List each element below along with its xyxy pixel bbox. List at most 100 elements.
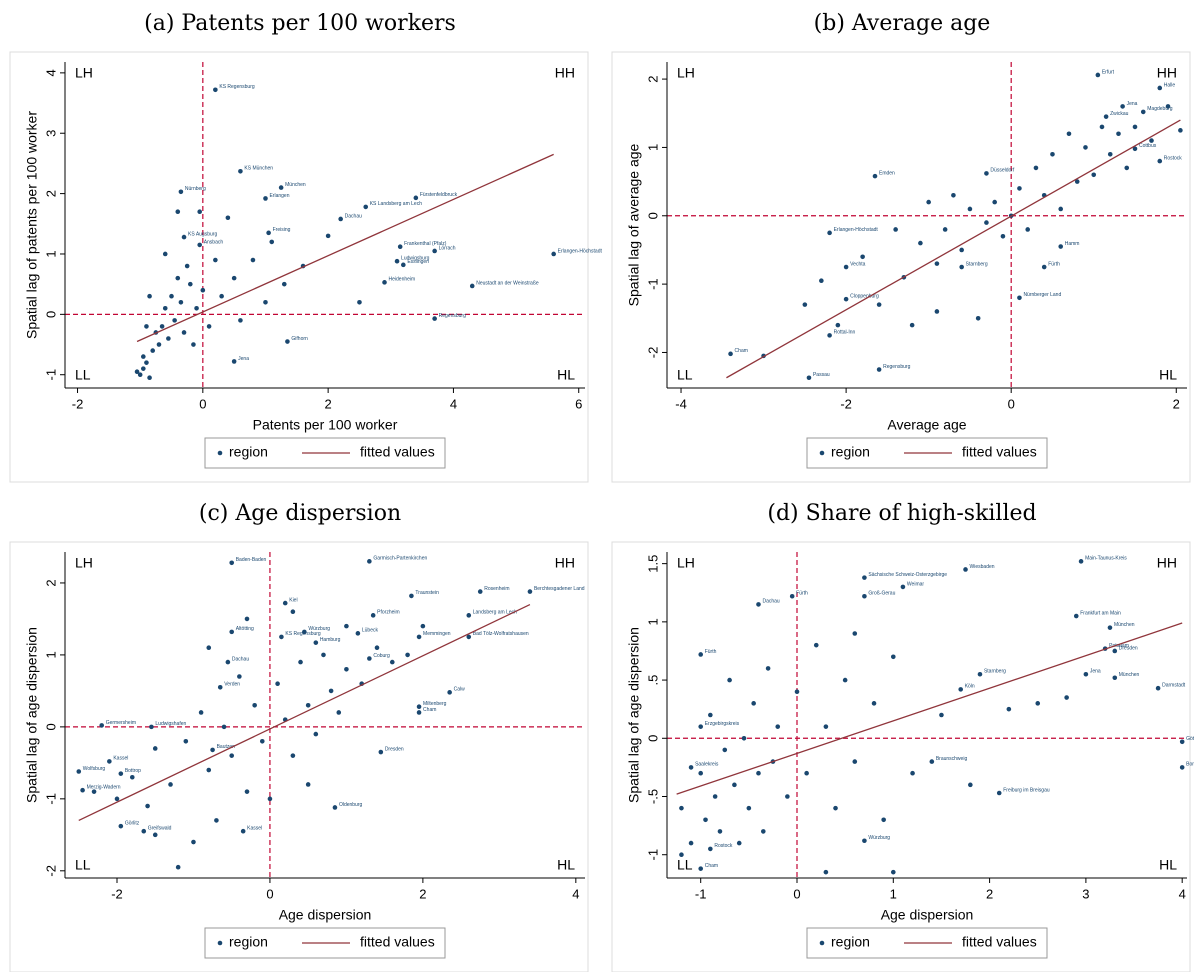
legend-label: region	[229, 934, 268, 950]
region-point	[267, 796, 273, 802]
x-tick-label: 2	[986, 886, 993, 901]
point-label: Vechta	[850, 261, 866, 267]
y-tick-label: 0	[645, 735, 660, 742]
quadrant-label: LH	[75, 555, 93, 571]
region-point	[183, 738, 189, 744]
y-tick-label: 2	[43, 190, 58, 197]
region-point	[169, 293, 174, 299]
region-point	[118, 771, 124, 776]
region-point	[1095, 72, 1101, 78]
region-point	[145, 803, 150, 809]
region-point	[890, 654, 896, 660]
region-point	[1006, 706, 1012, 712]
panel-frame	[611, 51, 1191, 483]
point-label: Regensburg	[439, 313, 466, 319]
point-label: Dachau	[345, 213, 362, 219]
x-tick-label: -2	[840, 396, 852, 411]
region-point	[900, 584, 906, 590]
x-tick-label: 2	[325, 396, 332, 411]
region-point	[332, 805, 338, 810]
region-point	[144, 324, 149, 329]
quadrant-label: HH	[1157, 65, 1177, 81]
region-point	[237, 674, 242, 679]
region-point	[302, 629, 307, 635]
quadrant-label: HL	[557, 857, 575, 873]
legend-label: fitted values	[962, 934, 1037, 950]
region-point	[114, 796, 120, 802]
region-point	[890, 869, 896, 875]
region-point	[1178, 128, 1183, 133]
panel-frame	[9, 51, 589, 483]
legend-marker	[819, 940, 825, 946]
region-point	[852, 631, 858, 636]
region-point	[389, 659, 395, 665]
region-point	[206, 645, 212, 651]
legend-box	[806, 927, 1048, 959]
region-point	[1149, 138, 1154, 143]
region-point	[1132, 146, 1138, 152]
quadrant-label: LH	[75, 65, 93, 81]
region-point	[728, 351, 733, 357]
region-point	[338, 216, 343, 222]
region-point	[1157, 85, 1163, 91]
region-point	[1025, 227, 1030, 232]
fitted-line	[78, 603, 531, 822]
region-point	[1017, 295, 1022, 301]
point-label: Kassel	[113, 756, 128, 762]
region-point	[860, 254, 865, 260]
region-point	[732, 782, 737, 788]
region-point	[416, 634, 422, 640]
region-point	[679, 805, 684, 811]
point-label: Fürth	[705, 649, 717, 655]
point-label: Wiesbaden	[970, 564, 995, 570]
fitted-line	[726, 119, 1181, 379]
region-point	[244, 616, 250, 622]
region-point	[405, 652, 410, 658]
region-point	[298, 659, 303, 665]
panel-title: (a) Patents per 100 workers	[144, 11, 456, 36]
x-tick-label: 6	[575, 396, 582, 411]
quadrant-label: LL	[75, 857, 91, 873]
point-label: Ansbach	[204, 239, 224, 245]
region-point	[823, 724, 829, 729]
region-point	[823, 869, 829, 875]
y-tick-label: 0	[645, 212, 660, 219]
region-point	[259, 738, 265, 744]
x-tick-label: -2	[111, 886, 123, 901]
y-tick-label: 0	[43, 311, 58, 318]
point-label: Nürnberg	[185, 186, 206, 192]
region-point	[1107, 625, 1113, 630]
region-point	[785, 794, 790, 799]
point-label: Cham	[423, 707, 436, 713]
region-point	[213, 257, 218, 263]
region-point	[756, 770, 761, 776]
region-point	[813, 642, 819, 648]
region-point	[741, 735, 747, 741]
point-label: Jena	[1090, 669, 1101, 675]
region-point	[240, 828, 246, 834]
region-point	[397, 244, 403, 250]
region-point	[141, 354, 146, 359]
region-point	[175, 209, 181, 215]
region-point	[717, 829, 723, 834]
region-point	[996, 790, 1002, 796]
region-point	[984, 220, 989, 225]
point-label: Braunschweig	[936, 756, 968, 762]
panel-title: (d) Share of high-skilled	[767, 501, 1036, 526]
region-point	[416, 704, 422, 710]
region-point	[843, 296, 849, 302]
x-tick-label: 3	[1082, 886, 1089, 901]
point-label: Hamburg	[320, 637, 341, 643]
region-point	[722, 747, 728, 753]
x-axis-title: Age dispersion	[881, 907, 974, 923]
region-point	[141, 828, 147, 834]
region-point	[698, 724, 704, 729]
point-label: KS München	[244, 166, 273, 172]
region-point	[977, 671, 983, 677]
region-point	[804, 770, 809, 776]
region-point	[959, 264, 964, 270]
region-point	[279, 634, 284, 640]
region-point	[178, 189, 184, 195]
region-point	[172, 318, 177, 323]
region-point	[698, 866, 704, 871]
